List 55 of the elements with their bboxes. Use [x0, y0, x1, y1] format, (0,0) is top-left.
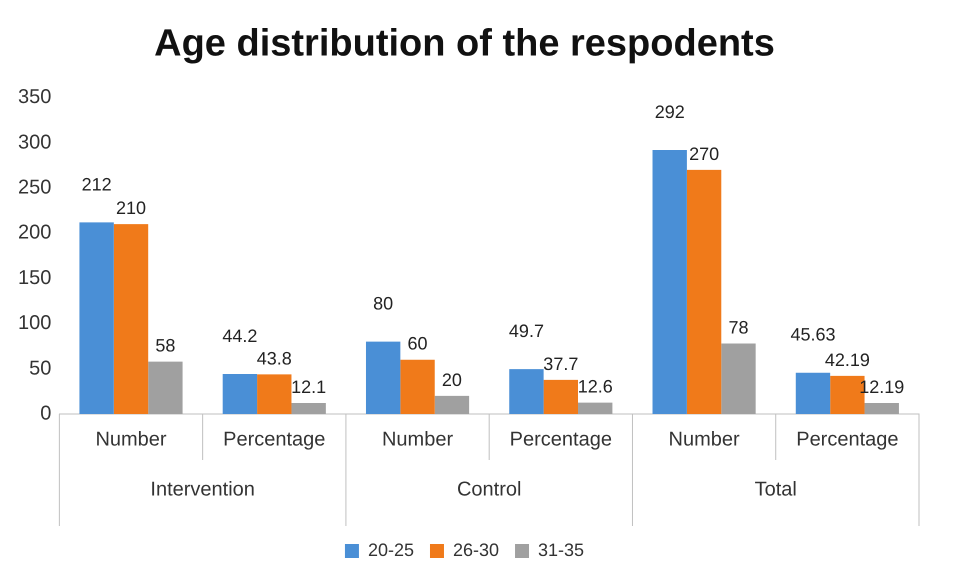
x-tick-label: Number: [668, 428, 740, 451]
x-tick-label: Number: [95, 428, 167, 451]
data-label: 37.7: [543, 354, 578, 374]
x-tick-label: Number: [382, 428, 454, 451]
data-label: 210: [116, 198, 146, 218]
y-tick-label: 200: [18, 222, 52, 244]
data-label: 80: [373, 294, 394, 314]
data-label: 58: [155, 336, 176, 356]
data-label: 78: [728, 317, 748, 338]
bar: [148, 362, 183, 414]
data-label: 49.7: [508, 321, 544, 342]
bar: [79, 222, 114, 414]
bar: [864, 402, 899, 414]
y-tick-label: 0: [40, 402, 52, 425]
y-tick-label: 300: [18, 131, 52, 154]
y-tick-label: 50: [29, 357, 52, 380]
x-tick-label: Percentage: [510, 428, 612, 451]
bar: [114, 224, 148, 414]
data-label: 12.1: [291, 377, 326, 398]
bar: [578, 402, 612, 414]
bar: [291, 403, 326, 414]
bar: [509, 369, 544, 414]
text: Control: [456, 478, 522, 501]
bar: [434, 396, 470, 414]
bar: [366, 342, 400, 414]
bar: [686, 170, 722, 414]
bar: [400, 360, 435, 414]
data-label: 20: [442, 370, 462, 390]
bar: [721, 343, 756, 414]
bar: [652, 150, 687, 414]
y-tick-label: 250: [18, 176, 52, 199]
bar: [796, 372, 830, 414]
y-tick-label: 100: [18, 312, 52, 334]
y-tick-label: 350: [18, 86, 52, 108]
data-label: 44.2: [222, 326, 258, 346]
x-tick-label: Percentage: [223, 428, 326, 451]
legend-label: 26-30: [452, 540, 500, 560]
data-label: 43.8: [256, 348, 292, 368]
bar: [257, 374, 292, 414]
data-label: 42.19: [824, 350, 870, 370]
legend-label: 20-25: [368, 540, 414, 560]
bar: [222, 374, 258, 414]
x-tick-label: Percentage: [796, 428, 899, 451]
data-label: 45.63: [790, 324, 836, 345]
data-label: 292: [654, 102, 685, 122]
text: Total: [754, 478, 797, 501]
bar: [544, 380, 578, 414]
y-tick-label: 150: [18, 266, 52, 289]
data-label: 60: [408, 334, 428, 354]
legend-label: 31-35: [538, 540, 584, 560]
data-label: 12.6: [578, 376, 613, 397]
chart-title: Age distribution of the respodents: [154, 22, 775, 64]
data-label: 212: [82, 174, 112, 194]
text: Intervention: [150, 478, 255, 501]
data-label: 270: [689, 144, 720, 164]
